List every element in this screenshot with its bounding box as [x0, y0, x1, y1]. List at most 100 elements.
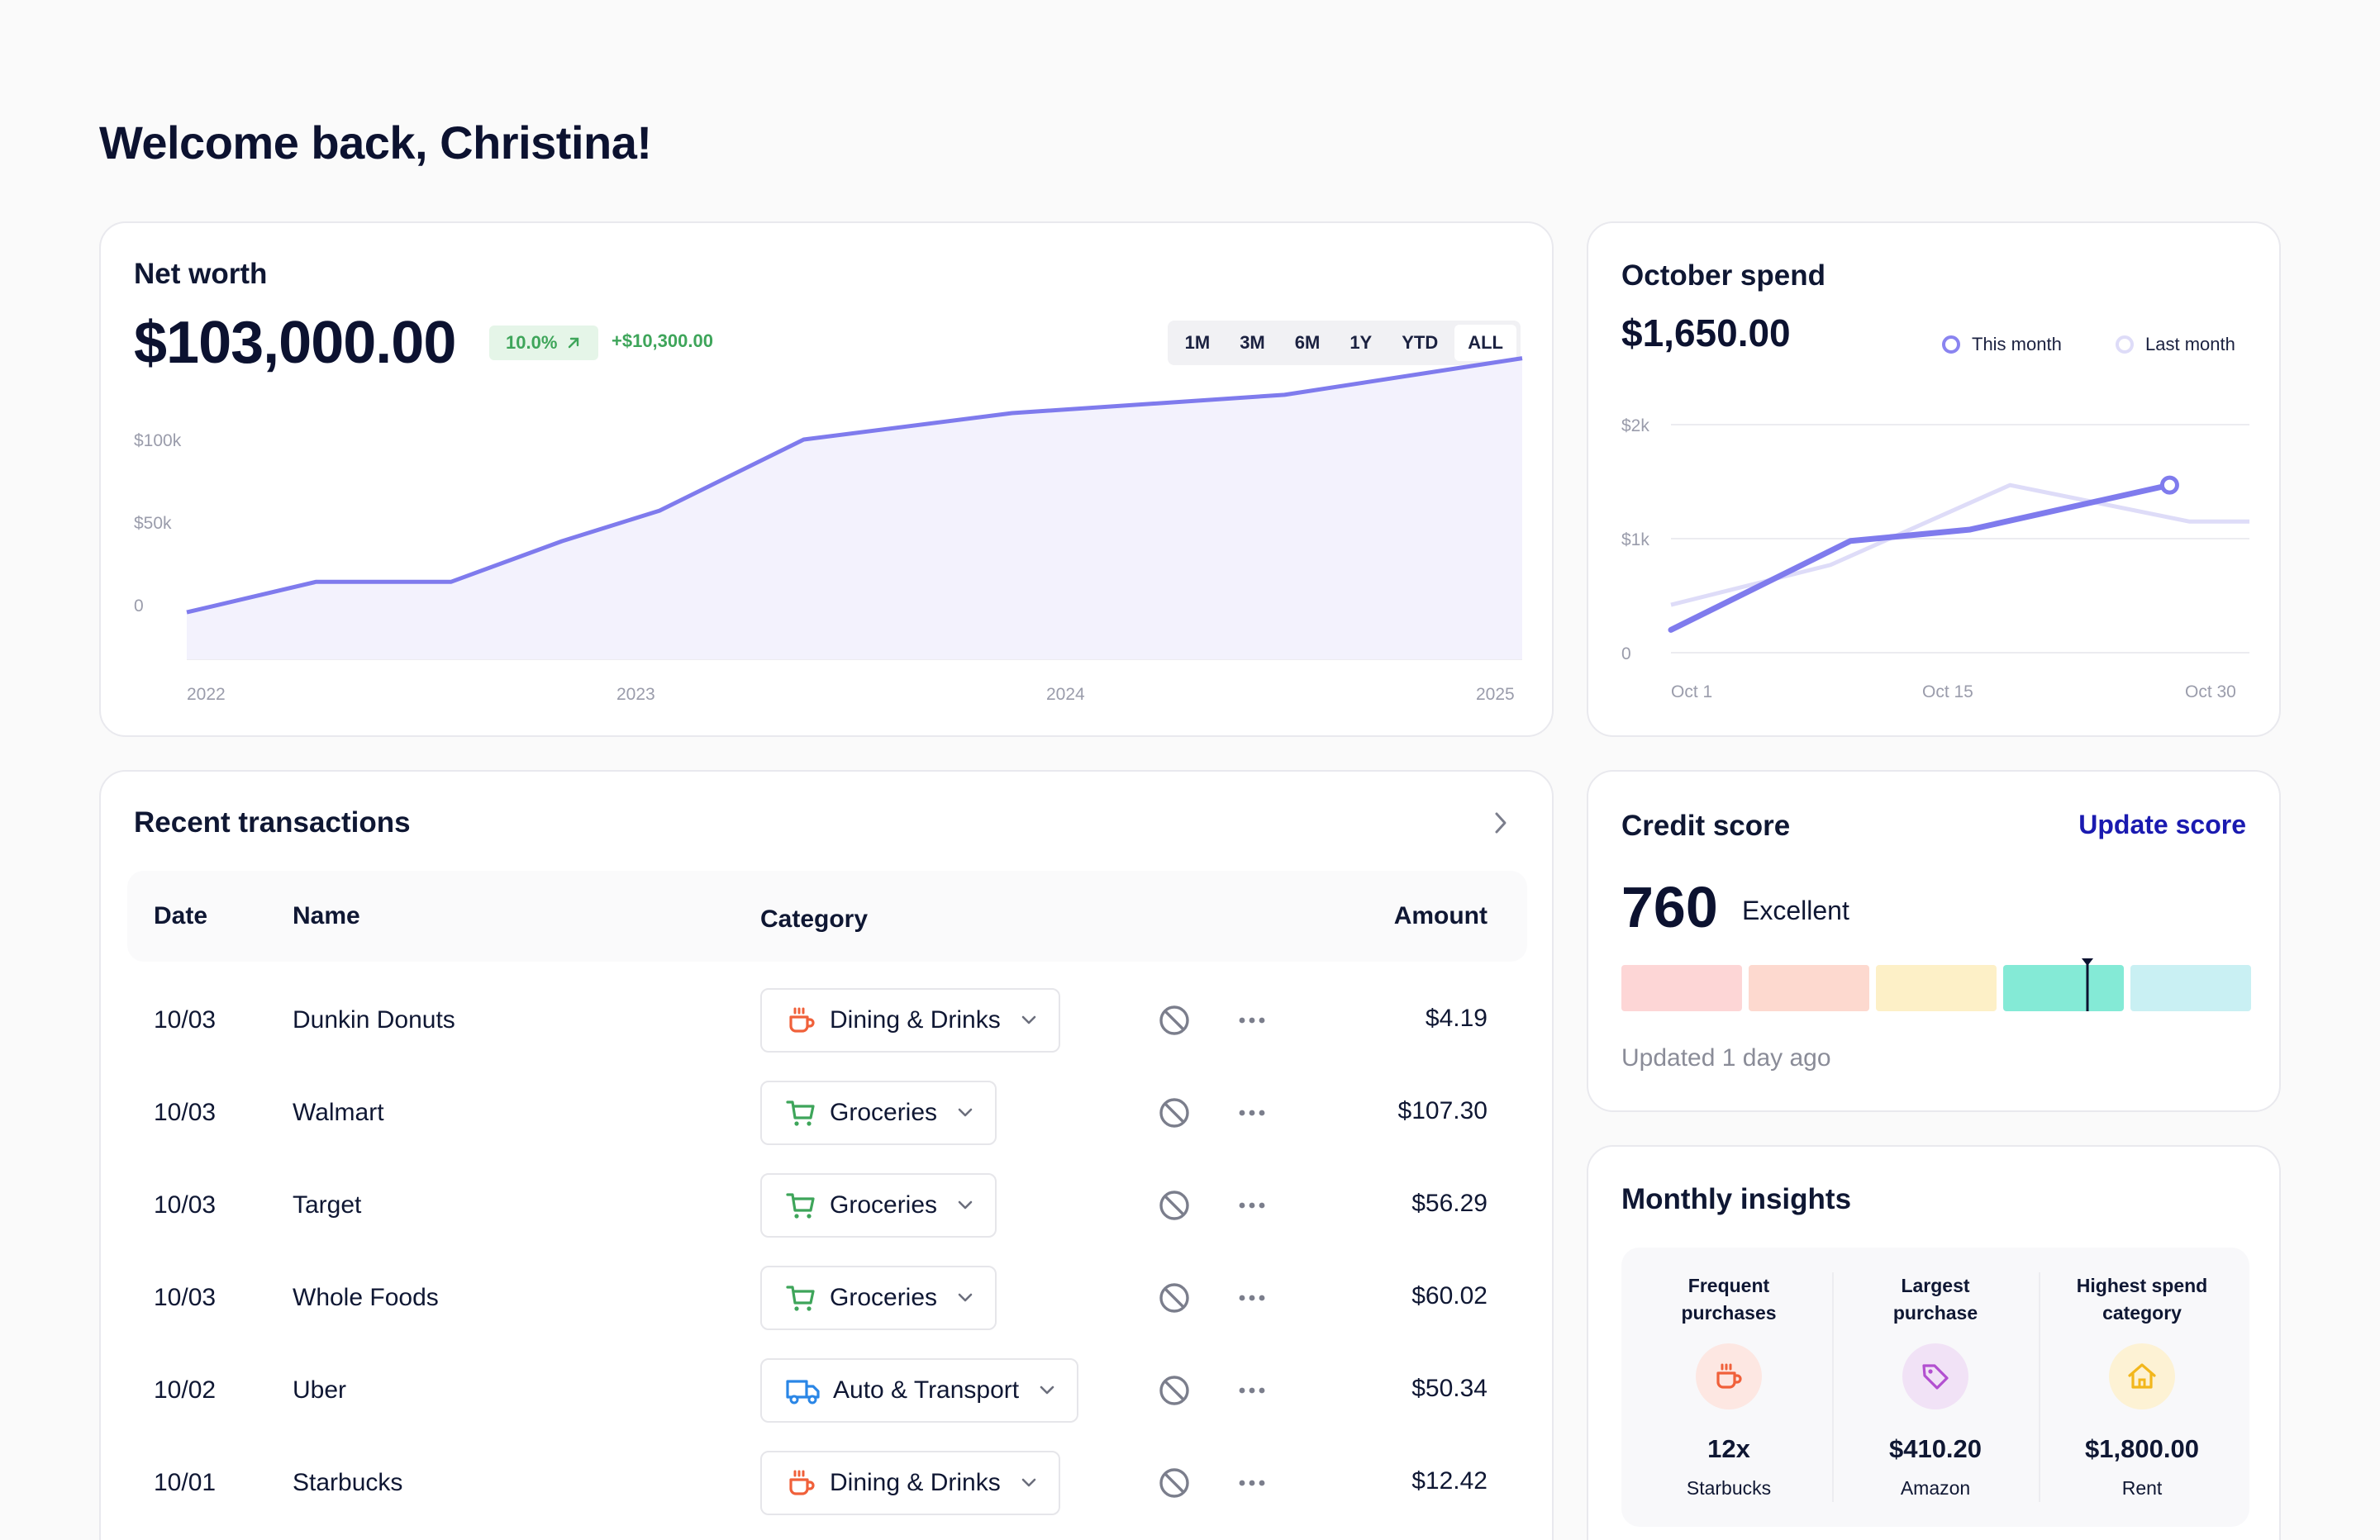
range-ytd[interactable]: YTD: [1388, 325, 1451, 361]
transaction-amount: $56.29: [1411, 1190, 1488, 1217]
transaction-date: 10/03: [154, 1191, 217, 1219]
exclude-button[interactable]: [1155, 1186, 1193, 1224]
legend-label: Last month: [2145, 334, 2235, 354]
category-label: Dining & Drinks: [830, 1469, 1001, 1496]
transaction-date: 10/03: [154, 1006, 217, 1034]
exclude-button[interactable]: [1155, 1371, 1193, 1409]
column-header-category: Category: [760, 905, 869, 933]
transaction-name: Uber: [293, 1376, 347, 1404]
table-row[interactable]: 10/03 Whole Foods Groceries $60.02: [127, 1257, 1527, 1350]
chevron-down-icon: [1021, 1015, 1037, 1026]
category-dropdown[interactable]: Groceries: [760, 1081, 997, 1145]
table-row[interactable]: 10/03 Walmart Groceries $107.30: [127, 1072, 1527, 1165]
time-range-selector: 1M 3M 6M 1Y YTD ALL: [1167, 321, 1521, 365]
x-tick-label: Oct 15: [1922, 682, 1973, 701]
range-3m[interactable]: 3M: [1226, 325, 1278, 361]
truck-icon: [785, 1374, 821, 1407]
credit-band: [1749, 965, 1869, 1011]
recent-transactions-title: Recent transactions: [134, 806, 411, 839]
x-tick-label: 2024: [1046, 685, 1085, 704]
column-header-date: Date: [154, 902, 208, 929]
transaction-name: Target: [293, 1191, 362, 1219]
insight-item: Largest purchase $410.20 Amazon: [1832, 1248, 2039, 1527]
chevron-down-icon: [957, 1107, 973, 1119]
table-row[interactable]: 10/03 Dunkin Donuts Dining & Drinks $4.1…: [127, 980, 1527, 1072]
view-all-transactions-button[interactable]: [1486, 808, 1516, 838]
coffee-icon: [1696, 1343, 1762, 1409]
transaction-date: 10/02: [154, 1376, 217, 1404]
october-spend-value: $1,650.00: [1621, 311, 1791, 354]
more-horizontal-icon: [1239, 1480, 1265, 1486]
credit-band: [1876, 965, 1997, 1011]
category-label: Groceries: [830, 1099, 938, 1126]
arrow-up-right-icon: [569, 337, 579, 349]
category-label: Auto & Transport: [833, 1376, 1020, 1404]
legend-last-month: Last month: [2116, 334, 2235, 355]
category-label: Groceries: [830, 1284, 938, 1311]
block-icon: [1159, 1376, 1189, 1405]
more-options-button[interactable]: [1233, 1186, 1271, 1224]
exclude-button[interactable]: [1155, 1094, 1193, 1132]
table-header: Date Name Category Amount: [127, 871, 1527, 962]
x-tick-label: Oct 1: [1671, 682, 1712, 701]
category-dropdown[interactable]: Dining & Drinks: [760, 1451, 1060, 1515]
category-dropdown[interactable]: Auto & Transport: [760, 1358, 1079, 1423]
transaction-date: 10/03: [154, 1284, 217, 1311]
recent-transactions-card: Recent transactions Date Name Category A…: [99, 770, 1554, 1540]
credit-score-marker: [2079, 958, 2096, 1013]
category-dropdown[interactable]: Dining & Drinks: [760, 988, 1060, 1053]
transaction-name: Whole Foods: [293, 1284, 439, 1311]
transaction-date: 10/01: [154, 1469, 217, 1496]
change-percent: 10.0%: [506, 332, 558, 353]
transaction-amount: $4.19: [1425, 1005, 1488, 1032]
update-score-link[interactable]: Update score: [2078, 810, 2246, 839]
legend-dot-last-month: [2116, 335, 2134, 354]
range-6m[interactable]: 6M: [1282, 325, 1334, 361]
exclude-button[interactable]: [1155, 1464, 1193, 1502]
insight-divider: [1832, 1272, 1834, 1502]
net-worth-card: Net worth $103,000.00 10.0% +$10,300.00 …: [99, 221, 1554, 737]
transaction-name: Walmart: [293, 1099, 384, 1126]
insight-value: 12x: [1707, 1434, 1750, 1463]
monthly-insights-title: Monthly insights: [1621, 1183, 1852, 1215]
this-month-end-marker: [2159, 475, 2179, 495]
october-spend-card: October spend $1,650.00 This month Last …: [1587, 221, 2281, 737]
insight-subtitle: Amazon: [1900, 1477, 1971, 1499]
range-all[interactable]: ALL: [1454, 325, 1516, 361]
net-worth-title: Net worth: [134, 258, 268, 290]
credit-score-card: Credit score Update score 760 Excellent …: [1587, 770, 2281, 1112]
y-tick-label: $50k: [134, 514, 172, 533]
more-options-button[interactable]: [1233, 1279, 1271, 1317]
y-tick-label: $1k: [1621, 530, 1649, 549]
credit-score-value: 760: [1621, 875, 1718, 939]
more-options-button[interactable]: [1233, 1371, 1271, 1409]
x-tick-label: 2023: [616, 685, 655, 704]
coffee-icon: [785, 1004, 818, 1037]
x-tick-label: 2022: [187, 685, 226, 704]
more-options-button[interactable]: [1233, 1464, 1271, 1502]
category-dropdown[interactable]: Groceries: [760, 1173, 997, 1238]
table-row[interactable]: 10/03 Target Groceries $56.29: [127, 1165, 1527, 1257]
insight-title: Largest purchase: [1892, 1275, 1978, 1324]
insight-divider: [2039, 1272, 2040, 1502]
october-spend-title: October spend: [1621, 259, 1825, 292]
more-options-button[interactable]: [1233, 1094, 1271, 1132]
exclude-button[interactable]: [1155, 1279, 1193, 1317]
y-tick-label: 0: [1621, 644, 1631, 663]
exclude-button[interactable]: [1155, 1001, 1193, 1039]
table-row[interactable]: 10/02 Uber Auto & Transport $50.34: [127, 1350, 1527, 1443]
net-worth-line: [186, 356, 1523, 615]
change-amount: +$10,300.00: [612, 330, 713, 351]
table-row[interactable]: 10/01 Starbucks Dining & Drinks $12.42: [127, 1443, 1527, 1535]
more-options-button[interactable]: [1233, 1001, 1271, 1039]
category-dropdown[interactable]: Groceries: [760, 1266, 997, 1330]
more-horizontal-icon: [1239, 1017, 1265, 1024]
transaction-amount: $107.30: [1397, 1097, 1488, 1124]
block-icon: [1159, 1191, 1189, 1220]
block-icon: [1159, 1098, 1189, 1128]
column-header-name: Name: [293, 902, 360, 929]
range-1m[interactable]: 1M: [1172, 325, 1224, 361]
coffee-icon: [785, 1466, 818, 1500]
insight-value: $1,800.00: [2085, 1434, 2199, 1463]
range-1y[interactable]: 1Y: [1336, 325, 1385, 361]
